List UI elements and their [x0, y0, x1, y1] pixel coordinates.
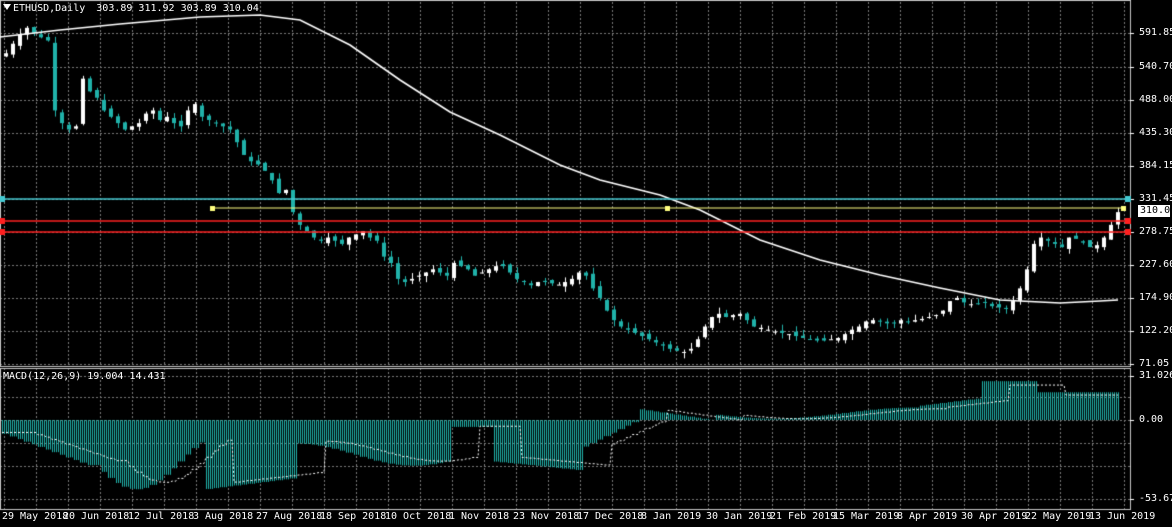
date-axis-label: 17 Dec 2018	[577, 511, 644, 522]
date-axis-label: 27 Aug 2018	[256, 511, 323, 522]
date-axis-label: 1 Nov 2018	[449, 511, 510, 522]
price-axis-label: 122.20	[1139, 325, 1172, 336]
ohlc-values: 303.89 311.92 303.89 310.04	[96, 3, 259, 14]
price-axis-label: 435.30	[1139, 127, 1172, 138]
macd-axis-label: 0.00	[1139, 414, 1164, 425]
date-axis-label: 13 Jun 2019	[1089, 511, 1156, 522]
price-axis-label: 331.45	[1139, 193, 1172, 204]
date-axis-label: 21 Feb 2019	[770, 511, 837, 522]
price-axis-label: 384.15	[1139, 160, 1172, 171]
date-axis-label: 12 Jul 2018	[128, 511, 195, 522]
date-axis-label: 10 Oct 2018	[385, 511, 452, 522]
date-axis-label: 30 Jan 2019	[706, 511, 773, 522]
chart-title: ETHUSD,Daily 303.89 311.92 303.89 310.04	[13, 3, 259, 15]
price-axis-label: 540.70	[1139, 61, 1172, 72]
current-price-label: 310.04	[1138, 205, 1172, 217]
date-axis-label: 8 Jan 2019	[641, 511, 702, 522]
date-axis-label: 29 May 2018	[2, 511, 69, 522]
symbol-timeframe: ETHUSD,Daily	[13, 3, 86, 14]
date-axis-label: 18 Sep 2018	[320, 511, 387, 522]
date-axis-label: 15 Mar 2019	[833, 511, 900, 522]
price-axis-label: 71.05	[1139, 358, 1170, 369]
date-axis-label: 30 Apr 2019	[961, 511, 1028, 522]
macd-axis-label: -53.67	[1139, 493, 1172, 504]
price-axis-label: 591.85	[1139, 27, 1172, 38]
dropdown-arrow-icon[interactable]	[3, 4, 11, 10]
price-axis-label: 278.75	[1139, 226, 1172, 237]
date-axis-label: 3 Aug 2018	[193, 511, 254, 522]
date-axis-label: 22 May 2019	[1025, 511, 1092, 522]
price-axis-label: 227.60	[1139, 259, 1172, 270]
date-axis-label: 8 Apr 2019	[897, 511, 958, 522]
date-axis-label: 20 Jun 2018	[63, 511, 130, 522]
macd-axis-label: 31.026	[1139, 370, 1172, 381]
date-axis-label: 23 Nov 2018	[513, 511, 580, 522]
price-axis-label: 174.90	[1139, 292, 1172, 303]
macd-title: MACD(12,26,9) 19.004 14.431	[3, 371, 166, 382]
price-axis-label: 488.00	[1139, 94, 1172, 105]
